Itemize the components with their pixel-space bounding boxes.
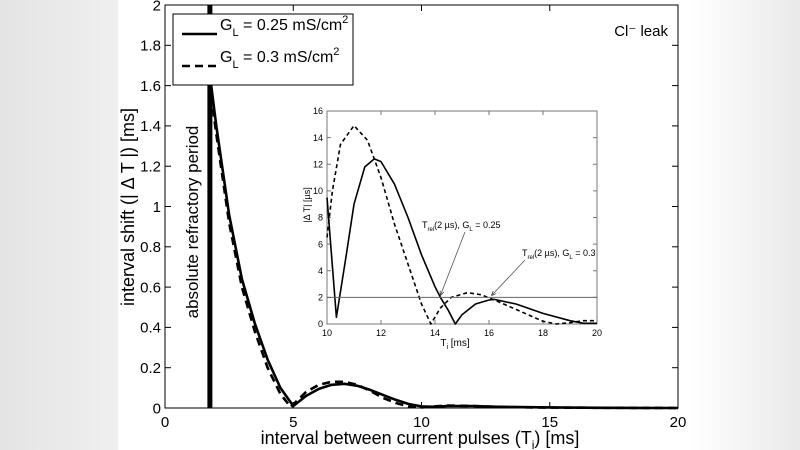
- inset-y-axis-label: |Δ T| [µs]: [302, 187, 312, 222]
- ann-rest: = 0.25: [473, 220, 501, 230]
- legend-main: G: [220, 17, 232, 34]
- inset-x-label-sub: i: [446, 344, 448, 351]
- x-tick-label: 0: [161, 414, 169, 431]
- y-tick-label: 16: [313, 106, 323, 116]
- y-tick-label: 4: [318, 266, 323, 276]
- x-tick-label: 10: [413, 414, 430, 431]
- y-tick-label: 6: [318, 239, 323, 249]
- ann-rest: = 0.3: [573, 248, 596, 258]
- x-tick-label: 20: [592, 328, 602, 338]
- y-tick-label: 14: [313, 133, 323, 143]
- background-right: [690, 0, 800, 450]
- ann-sub: rel: [528, 255, 535, 261]
- ann-mid: (2 µs), G: [534, 248, 569, 258]
- x-tick-label: 12: [376, 328, 386, 338]
- y-tick-label: 0.8: [140, 239, 161, 256]
- legend-label-1: GL = 0.25 mS/cm2: [220, 14, 348, 39]
- series-line-1: [209, 85, 679, 410]
- y-tick-label: 2: [318, 293, 323, 303]
- y-tick-label: 1.4: [140, 118, 161, 135]
- ann-sub: rel: [428, 227, 435, 233]
- inset-x-axis-label: Ti [ms]: [440, 338, 470, 351]
- legend-rest: = 0.3 mS/cm: [239, 49, 334, 66]
- x-axis-label-end: ) [ms]: [534, 428, 579, 448]
- x-axis-label: interval between current pulses (Ti) [ms…: [261, 428, 580, 450]
- background-left: [0, 0, 118, 450]
- legend-main: G: [220, 49, 232, 66]
- series-line-2: [326, 124, 597, 325]
- x-tick-label: 14: [430, 328, 440, 338]
- y-tick-label: 0: [318, 319, 323, 329]
- x-tick-label: 20: [670, 414, 687, 431]
- inset-plot: 10 12 14 16 18 20 0 2 4 6 8 10 12 14 16 Ti [ms] |Δ T| [µ…: [302, 106, 602, 351]
- ann-sub2: L: [569, 255, 573, 261]
- y-tick-label: 12: [313, 159, 323, 169]
- ann-main: T: [522, 248, 528, 258]
- y-tick-label: 0.2: [140, 360, 161, 377]
- refractory-label: absolute refractory period: [183, 126, 202, 319]
- legend-sub: L: [232, 59, 238, 71]
- inset-annotation-arrow-2: [492, 259, 526, 295]
- y-axis-label: interval shift (| Δ T |) [ms]: [118, 108, 138, 306]
- inset-annotation-1: Trel(2 µs), GL = 0.25: [422, 220, 500, 233]
- x-tick-label: 5: [289, 414, 297, 431]
- y-tick-label: 8: [318, 213, 323, 223]
- legend-sub: L: [232, 27, 238, 39]
- y-tick-label: 1: [153, 199, 161, 216]
- ann-mid: (2 µs), G: [434, 220, 469, 230]
- y-tick-label: 0.6: [140, 279, 161, 296]
- inset-x-label-main: T: [440, 338, 446, 349]
- x-axis-label-main: interval between current pulses (T: [261, 428, 532, 448]
- x-axis-label-sub: i: [532, 438, 535, 450]
- x-tick-label: 15: [541, 414, 558, 431]
- y-tick-label: 0.4: [140, 320, 161, 337]
- y-tick-label: 0: [153, 400, 161, 417]
- plot-area: [326, 110, 598, 325]
- legend-label-2: GL = 0.3 mS/cm2: [220, 46, 339, 71]
- inset-annotation-2: Trel(2 µs), GL = 0.3: [522, 248, 595, 261]
- x-tick-label: 18: [538, 328, 548, 338]
- y-tick-label: 1.2: [140, 158, 161, 175]
- legend-sup: 2: [342, 14, 348, 26]
- y-tick-label: 10: [313, 186, 323, 196]
- annotation-cl-leak: Cl⁻ leak: [614, 23, 668, 40]
- inset-x-label-end: [ms]: [448, 338, 470, 349]
- y-tick-label: 1.6: [140, 78, 161, 95]
- series-line-2: [209, 95, 679, 410]
- inset-annotation-arrow-1: [440, 231, 466, 295]
- legend-box: [172, 13, 354, 86]
- y-tick-label: 1.8: [140, 38, 161, 55]
- x-tick-label: 10: [322, 328, 332, 338]
- ann-main: T: [422, 220, 428, 230]
- legend-rest: = 0.25 mS/cm: [239, 17, 343, 34]
- ann-sub2: L: [469, 227, 473, 233]
- legend-sup: 2: [333, 46, 339, 58]
- x-tick-label: 16: [484, 328, 494, 338]
- y-tick-label: 2: [153, 0, 161, 14]
